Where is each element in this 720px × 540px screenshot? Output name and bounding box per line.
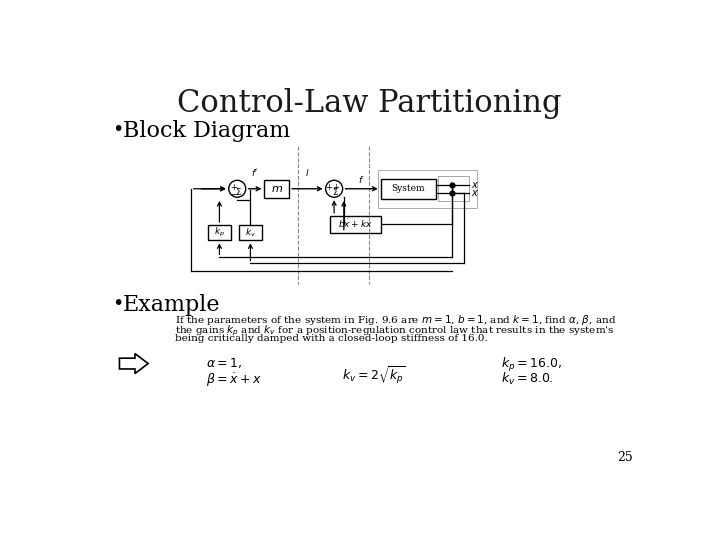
Text: $k_v = 8.0.$: $k_v = 8.0.$ bbox=[500, 372, 554, 387]
Text: $\alpha = 1,$: $\alpha = 1,$ bbox=[206, 356, 243, 370]
Text: being critically damped with a closed-loop stiffness of 16.0.: being critically damped with a closed-lo… bbox=[175, 334, 488, 343]
Bar bbox=[381, 179, 436, 199]
Text: $b\dot{x} + kx$: $b\dot{x} + kx$ bbox=[338, 218, 373, 230]
Text: the gains $k_p$ and $k_v$ for a position-regulation control law that results in : the gains $k_p$ and $k_v$ for a position… bbox=[175, 323, 615, 338]
Text: $x$: $x$ bbox=[471, 180, 479, 190]
Bar bbox=[264, 179, 289, 198]
Text: $+$: $+$ bbox=[333, 182, 341, 192]
Text: $f$: $f$ bbox=[359, 174, 365, 185]
Text: $k_v = 2\sqrt{k_p}$: $k_v = 2\sqrt{k_p}$ bbox=[342, 365, 406, 387]
Text: 25: 25 bbox=[617, 451, 632, 464]
Text: $\Sigma$: $\Sigma$ bbox=[235, 186, 242, 197]
Circle shape bbox=[229, 180, 246, 197]
Text: System: System bbox=[392, 184, 426, 193]
Text: If the parameters of the system in Fig. 9.6 are $m=1$, $b=1$, and $k=1$, find $\: If the parameters of the system in Fig. … bbox=[175, 313, 616, 327]
Text: $+$: $+$ bbox=[325, 182, 333, 192]
Text: •: • bbox=[112, 294, 123, 313]
Text: $m$: $m$ bbox=[271, 184, 283, 194]
Text: $\beta = \dot{x} + x$: $\beta = \dot{x} + x$ bbox=[206, 372, 262, 389]
Text: $k_v$: $k_v$ bbox=[245, 226, 256, 239]
Text: $f'$: $f'$ bbox=[251, 167, 258, 178]
Text: Block Diagram: Block Diagram bbox=[122, 120, 289, 142]
Bar bbox=[330, 215, 381, 233]
Bar bbox=[378, 170, 477, 208]
Text: $\dot{x}$: $\dot{x}$ bbox=[471, 186, 479, 199]
Text: $-$: $-$ bbox=[230, 187, 239, 198]
Polygon shape bbox=[120, 354, 148, 374]
Circle shape bbox=[325, 180, 343, 197]
Text: $l$: $l$ bbox=[305, 167, 310, 178]
Text: $k_p = 16.0,$: $k_p = 16.0,$ bbox=[500, 356, 562, 374]
Text: Control-Law Partitioning: Control-Law Partitioning bbox=[176, 88, 562, 119]
Text: $k_p$: $k_p$ bbox=[214, 226, 225, 239]
Text: Example: Example bbox=[122, 294, 220, 316]
Text: $+$: $+$ bbox=[230, 182, 238, 192]
Bar bbox=[208, 225, 231, 240]
Text: $\Sigma$: $\Sigma$ bbox=[332, 186, 339, 197]
Bar bbox=[438, 177, 469, 201]
Bar bbox=[239, 225, 262, 240]
Text: •: • bbox=[112, 120, 123, 139]
